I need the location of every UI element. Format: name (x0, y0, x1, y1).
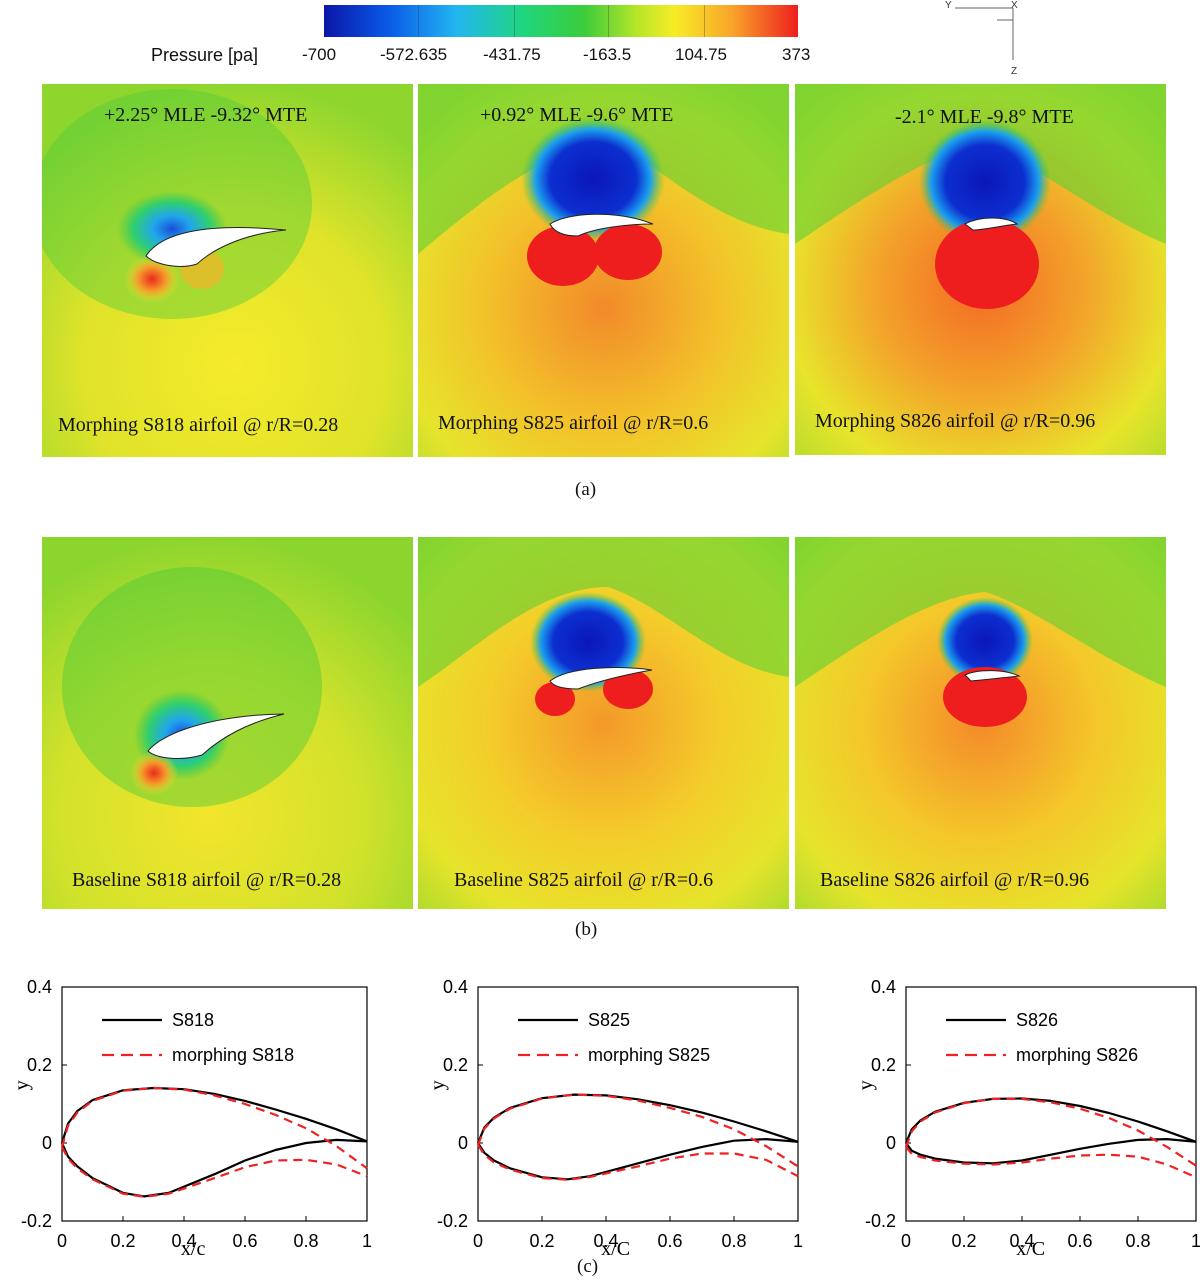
colorbar-title: Pressure [pa] (151, 45, 259, 65)
plot3-xtick-label-2: 0.4 (1009, 1231, 1034, 1251)
plot1-ylabel: y (11, 1080, 33, 1090)
plot1-ytick-label-0: -0.2 (21, 1211, 52, 1231)
plot2-series-1-upper (476, 1093, 799, 1168)
caption-a: (a) (575, 479, 597, 500)
plot3-legend-label-1: morphing S826 (1016, 1045, 1138, 1065)
cfd-panel-morphing-s818: +2.25° MLE -9.32° MTE Morphing S818 airf… (42, 84, 413, 457)
morphing-s826-label: Morphing S826 airfoil @ r/R=0.96 (815, 410, 1096, 432)
plot1-ytick-label-1: 0 (42, 1133, 52, 1153)
plot1-xtick-label-1: 0.2 (110, 1231, 135, 1251)
baseline-s826-label: Baseline S826 airfoil @ r/R=0.96 (820, 869, 1090, 891)
plot3-frame (905, 986, 1197, 1222)
baseline-s825-label: Baseline S825 airfoil @ r/R=0.6 (454, 869, 714, 891)
plot3-ytick-label-2: 0.2 (871, 1055, 896, 1075)
plot2-ytick-label-1: 0 (458, 1133, 468, 1153)
caption-c: (c) (577, 1256, 599, 1277)
plot1-frame (61, 986, 368, 1222)
plot2-xtick-label-1: 0.2 (529, 1231, 554, 1251)
plot2-frame (477, 986, 799, 1222)
plot3-series-1-lower (905, 1146, 1197, 1179)
plot1-series-1-lower (61, 1146, 368, 1198)
morphing-s818-angles: +2.25° MLE -9.32° MTE (104, 104, 308, 126)
morphing-s825-angles: +0.92° MLE -9.6° MTE (480, 104, 674, 126)
plot3-ytick-label-0: -0.2 (865, 1211, 896, 1231)
cfd-panel-morphing-s826: -2.1° MLE -9.8° MTE Morphing S826 airfoi… (795, 84, 1166, 455)
plot2-xtick-label-4: 0.8 (721, 1231, 746, 1251)
cfd-panel-morphing-s825: +0.92° MLE -9.6° MTE Morphing S825 airfo… (418, 84, 789, 457)
axis-triad: Y X Z (945, 0, 1035, 80)
colorbar-label-4: 104.75 (675, 45, 727, 64)
plot3-xtick-label-1: 0.2 (951, 1231, 976, 1251)
pressure-colorbar (324, 5, 798, 37)
plot2-ytick-label-2: 0.2 (443, 1055, 468, 1075)
plot2-series-0-lower (477, 1137, 799, 1181)
plot1-ytick-label-3: 0.4 (27, 977, 52, 997)
morphing-s826-angles: -2.1° MLE -9.8° MTE (895, 106, 1074, 128)
plot1-xlabel: x/c (181, 1238, 206, 1260)
plot1-xtick-label-3: 0.6 (232, 1231, 257, 1251)
plot3-series-1-upper (904, 1097, 1197, 1167)
plot1-xtick-label-4: 0.8 (293, 1231, 318, 1251)
plot2-ylabel: y (427, 1080, 449, 1090)
colorbar-label-2: -431.75 (483, 45, 541, 64)
plot3-series-0-lower (905, 1137, 1197, 1165)
colorbar-label-1: -572.635 (380, 45, 448, 64)
colorbar-label-3: -163.5 (583, 45, 632, 64)
plot2-ytick-label-3: 0.4 (443, 977, 468, 997)
plot2-xtick-label-5: 1 (793, 1231, 803, 1251)
triad-y-label: Y (945, 0, 952, 11)
plot3-legend-label-0: S826 (1016, 1010, 1058, 1030)
plot3-ylabel: y (855, 1080, 877, 1090)
plot1-legend-label-0: S818 (172, 1010, 214, 1030)
cfd-panel-baseline-s818: Baseline S818 airfoil @ r/R=0.28 (42, 537, 413, 909)
plot1-xtick-label-5: 1 (362, 1231, 372, 1251)
plot1-xtick-label-0: 0 (57, 1231, 67, 1251)
plot3-xtick-label-0: 0 (901, 1231, 911, 1251)
morphing-s818-label: Morphing S818 airfoil @ r/R=0.28 (58, 414, 339, 436)
baseline-s818-label: Baseline S818 airfoil @ r/R=0.28 (72, 869, 342, 891)
cfd-panel-baseline-s826: Baseline S826 airfoil @ r/R=0.96 (795, 537, 1166, 909)
plot3-xlabel: x/C (1016, 1238, 1045, 1260)
plot2-xtick-label-0: 0 (473, 1231, 483, 1251)
plot3-ytick-label-3: 0.4 (871, 977, 896, 997)
plot2-legend-label-0: S825 (588, 1010, 630, 1030)
colorbar-label-0: -700 (302, 45, 337, 64)
plot1-ytick-label-2: 0.2 (27, 1055, 52, 1075)
plot3-ytick-label-1: 0 (886, 1133, 896, 1153)
plot2-xtick-label-2: 0.4 (593, 1231, 618, 1251)
plot3-xtick-label-3: 0.6 (1067, 1231, 1092, 1251)
morphing-s825-label: Morphing S825 airfoil @ r/R=0.6 (438, 412, 709, 434)
colorbar-label-5: 373 (782, 45, 811, 64)
plot1-legend-label-1: morphing S818 (172, 1045, 294, 1065)
plot3-xtick-label-4: 0.8 (1125, 1231, 1150, 1251)
triad-x-label: X (1011, 0, 1018, 11)
cfd-panel-baseline-s825: Baseline S825 airfoil @ r/R=0.6 (418, 537, 789, 909)
caption-b: (b) (575, 919, 598, 940)
plot2-series-1-lower (477, 1144, 799, 1181)
plot1-series-0-lower (60, 1138, 368, 1198)
plot2-xtick-label-3: 0.6 (657, 1231, 682, 1251)
plot2-legend-label-1: morphing S825 (588, 1045, 710, 1065)
plot3-series-0-upper (904, 1097, 1197, 1144)
plot1-series-1-upper (60, 1086, 368, 1170)
plot2-xlabel: x/C (601, 1238, 630, 1260)
plot2-ytick-label-0: -0.2 (437, 1211, 468, 1231)
plot1-xtick-label-2: 0.4 (171, 1231, 196, 1251)
plot2-series-0-upper (476, 1093, 799, 1144)
plot3-xtick-label-5: 1 (1191, 1231, 1200, 1251)
triad-z-label: Z (1011, 66, 1018, 77)
